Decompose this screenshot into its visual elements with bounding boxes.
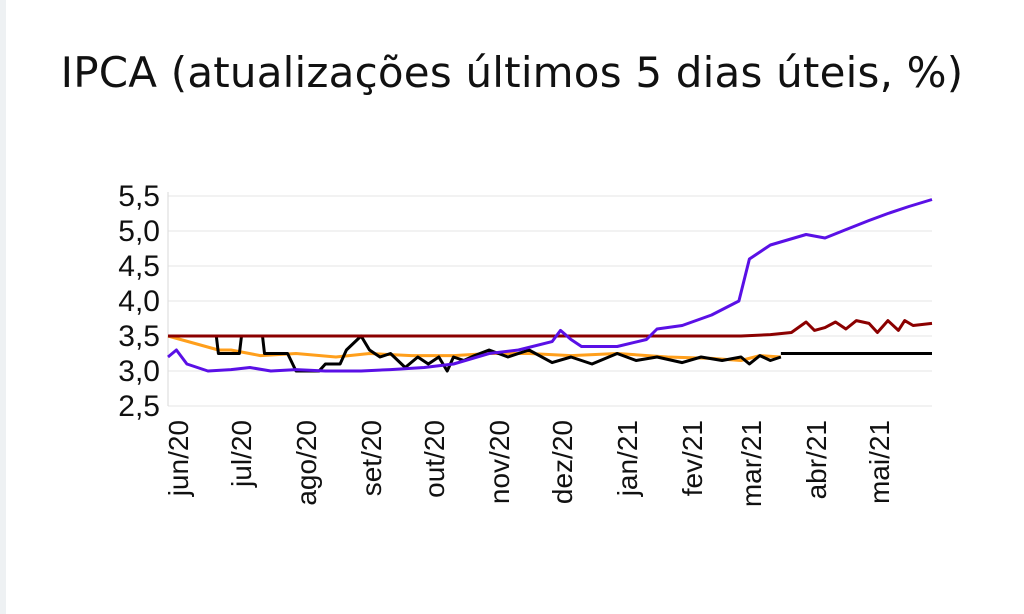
x-tick-label: jan/21 <box>612 420 643 497</box>
x-tick-label: abr/21 <box>801 420 832 499</box>
x-tick-label: nov/20 <box>484 420 515 504</box>
window-left-edge <box>0 0 6 614</box>
y-tick-label: 4,0 <box>118 285 160 318</box>
gridlines <box>167 192 932 407</box>
y-tick-label: 3,0 <box>118 355 160 388</box>
x-tick-label: mai/21 <box>864 420 895 504</box>
x-tick-label: set/20 <box>356 420 387 496</box>
y-axis-ticks: 2,53,03,54,04,55,05,5 <box>118 180 160 423</box>
x-tick-label: ago/20 <box>291 420 322 506</box>
y-tick-label: 5,5 <box>118 180 160 213</box>
chart-title: IPCA (atualizações últimos 5 dias úteis,… <box>60 48 964 97</box>
y-tick-label: 4,5 <box>118 250 160 283</box>
x-axis-ticks: jun/20 jul/20 ago/20 set/20 out/20 nov/20 dez/… <box>163 420 895 507</box>
x-tick-label: dez/20 <box>547 420 578 504</box>
x-tick-label: jul/20 <box>226 420 257 488</box>
x-tick-label: out/20 <box>419 420 450 498</box>
series-line-3 <box>168 319 933 338</box>
y-tick-label: 2,5 <box>118 390 160 423</box>
y-tick-label: 5,0 <box>118 215 160 248</box>
x-tick-label: mar/21 <box>736 420 767 507</box>
y-tick-label: 3,5 <box>118 320 160 353</box>
series-lines <box>167 198 933 373</box>
x-tick-label: fev/21 <box>677 420 708 496</box>
series-line-5 <box>167 198 933 373</box>
x-tick-label: jun/20 <box>163 420 194 497</box>
